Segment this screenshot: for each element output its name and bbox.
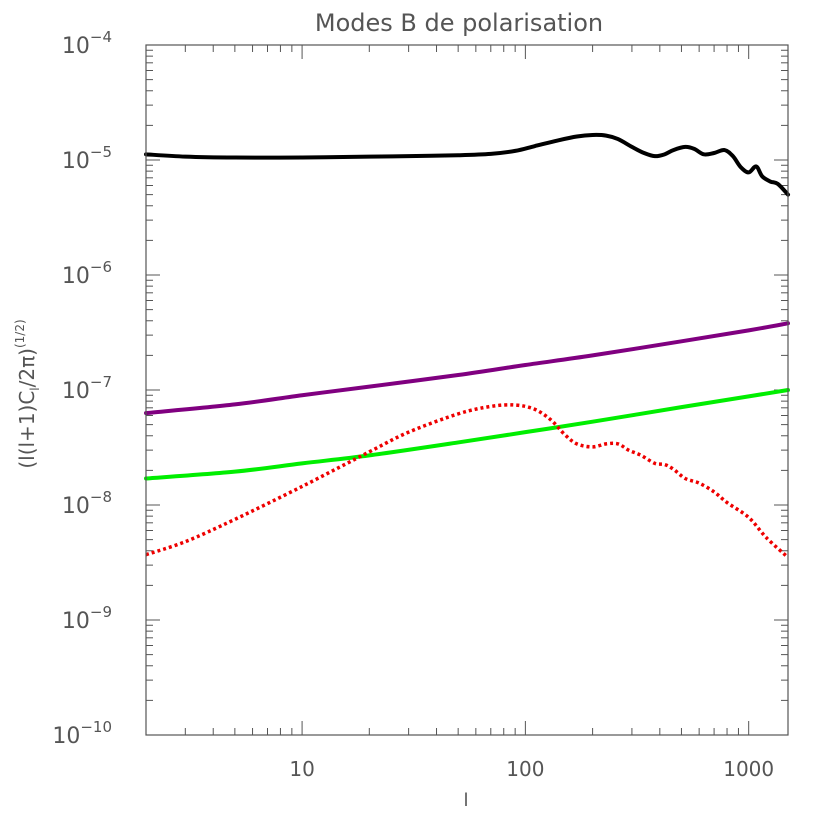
y-tick-label: 10−6 <box>62 258 112 289</box>
y-tick-exponent: −9 <box>90 603 112 621</box>
series-line-purple <box>144 321 790 416</box>
y-axis-label-superscript: (1/2) <box>13 319 27 348</box>
y-tick-label: 10−5 <box>62 143 112 174</box>
series-line-red-dotted <box>145 403 790 559</box>
y-tick-exponent: −4 <box>90 28 112 46</box>
y-tick-label: 10−4 <box>62 28 112 59</box>
y-tick-label: 10−8 <box>62 488 112 519</box>
y-tick-exponent: −8 <box>90 488 112 506</box>
y-axis-label-subscript: l <box>28 387 42 390</box>
data-series <box>144 132 790 559</box>
plot-frame <box>145 44 789 736</box>
x-tick-label: 1000 <box>723 757 774 781</box>
y-axis-label-tail: /2π) <box>15 348 39 387</box>
y-tick-label: 10−10 <box>52 718 112 749</box>
y-axis-label: (l(l+1)Cl/2π)(1/2) <box>13 319 42 468</box>
y-tick-base: 10 <box>62 34 90 59</box>
x-tick-labels: 10 100 1000 <box>289 757 774 781</box>
y-tick-label: 10−9 <box>62 603 112 634</box>
x-tick-label: 100 <box>506 757 544 781</box>
y-tick-base: 10 <box>62 149 90 174</box>
y-tick-base: 10 <box>62 379 90 404</box>
axis-ticks <box>145 44 788 736</box>
y-tick-exponent: −5 <box>90 143 112 161</box>
y-tick-exponent: −6 <box>90 258 112 276</box>
y-tick-base: 10 <box>62 609 90 634</box>
series-line-black <box>144 132 790 197</box>
x-axis-label: l <box>463 790 468 811</box>
chart-title: Modes B de polarisation <box>315 9 603 37</box>
y-tick-base: 10 <box>62 264 90 289</box>
series-line-green <box>144 388 790 481</box>
x-tick-label: 10 <box>289 757 314 781</box>
y-tick-base: 10 <box>52 724 80 749</box>
y-tick-base: 10 <box>62 494 90 519</box>
y-tick-exponent: −7 <box>90 373 112 391</box>
y-tick-label: 10−7 <box>62 373 112 404</box>
y-tick-exponent: −10 <box>80 718 112 736</box>
y-axis-label-base: (l(l+1)C <box>15 391 39 469</box>
